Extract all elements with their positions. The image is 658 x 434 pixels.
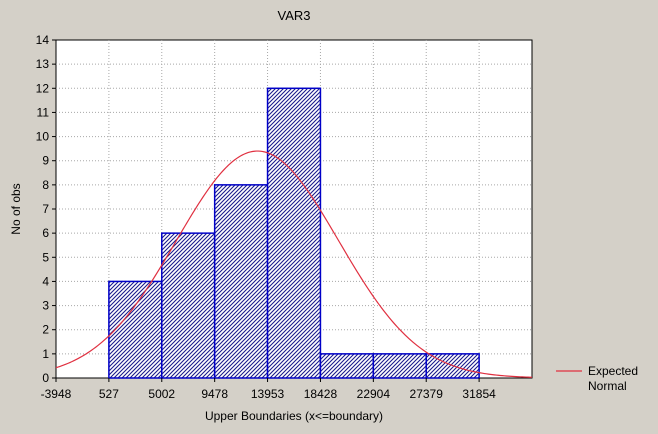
y-tick-label: 9 <box>42 154 49 168</box>
x-tick-label: 27379 <box>410 387 444 401</box>
y-tick-label: 8 <box>42 178 49 192</box>
histogram-bar-4 <box>266 87 322 379</box>
histogram-bars <box>108 87 480 379</box>
y-tick-label: 2 <box>42 323 49 337</box>
legend-label-line1: Expected <box>588 364 638 378</box>
y-tick-label: 4 <box>42 274 49 288</box>
y-tick-label: 3 <box>42 299 49 313</box>
histogram-bar-2 <box>161 232 216 379</box>
y-tick-label: 10 <box>36 130 50 144</box>
y-tick-label: 12 <box>36 81 50 95</box>
x-tick-label: 527 <box>99 387 119 401</box>
x-tick-label: 31854 <box>462 387 496 401</box>
histogram-bar-1 <box>108 280 163 379</box>
legend-label-line2: Normal <box>588 379 627 393</box>
chart-title: VAR3 <box>278 8 311 23</box>
y-axis-label: No of obs <box>9 183 23 234</box>
x-axis-ticks: -3948 527 5002 9478 13953 18428 22904 27379 3185… <box>41 378 496 401</box>
y-tick-label: 1 <box>42 347 49 361</box>
y-tick-label: 11 <box>37 105 50 119</box>
y-tick-label: 13 <box>36 57 50 71</box>
histogram-bar-5 <box>319 353 375 379</box>
histogram-bar-6 <box>372 353 427 379</box>
x-tick-label: 22904 <box>357 387 391 401</box>
histogram-bar-3 <box>213 184 269 379</box>
x-tick-label: 18428 <box>304 387 338 401</box>
legend: Expected Normal <box>556 364 638 393</box>
expected-normal-curve <box>55 150 533 378</box>
y-tick-label: 0 <box>42 371 49 385</box>
y-tick-label: 5 <box>42 250 49 264</box>
y-tick-label: 14 <box>36 33 50 47</box>
y-tick-label: 6 <box>42 226 49 240</box>
x-tick-label: -3948 <box>41 387 72 401</box>
x-axis-label: Upper Boundaries (x<=boundary) <box>205 409 383 423</box>
x-tick-label: 9478 <box>201 387 228 401</box>
x-tick-label: 5002 <box>148 387 175 401</box>
x-tick-label: 13953 <box>251 387 285 401</box>
y-tick-label: 7 <box>42 202 49 216</box>
